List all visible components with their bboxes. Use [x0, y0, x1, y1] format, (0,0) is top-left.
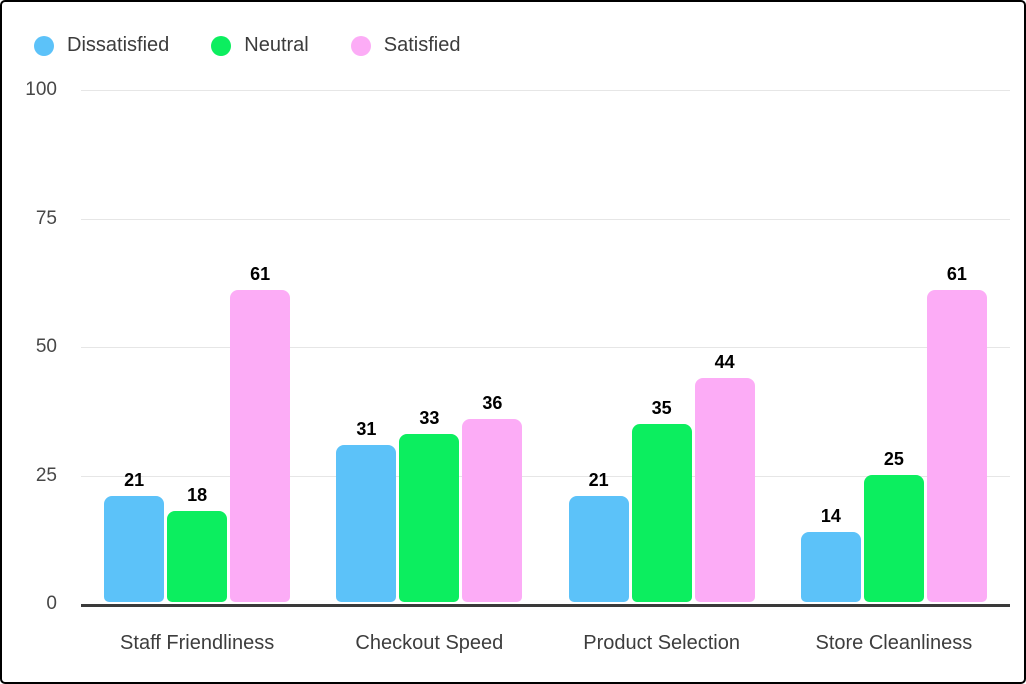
x-axis-labels: Staff Friendliness Checkout Speed Product … — [81, 631, 1010, 656]
x-category-label: Product Selection — [583, 632, 740, 654]
x-axis-line — [81, 604, 1010, 607]
bar-column: 21 — [104, 469, 165, 604]
legend-dot-neutral — [211, 35, 232, 56]
bar-group-2: 31 33 36 — [313, 90, 545, 604]
bar-value-label: 61 — [250, 264, 271, 284]
bar-value-label: 31 — [356, 419, 377, 439]
bar-value-label: 21 — [588, 470, 609, 490]
gridline-100 — [81, 90, 1010, 91]
bar-value-label: 33 — [419, 408, 440, 428]
bar-column: 14 — [800, 505, 861, 604]
bar-satisfied-staff-friendliness[interactable] — [230, 290, 291, 602]
y-tick-label-25: 25 — [35, 465, 57, 486]
bar-value-label: 44 — [714, 352, 735, 372]
gridline-50 — [81, 347, 1010, 348]
bar-column: 31 — [336, 418, 397, 604]
bar-neutral-product-selection[interactable] — [631, 424, 692, 602]
bar-group-1: 21 18 61 — [81, 90, 313, 604]
gridline-75 — [81, 219, 1010, 220]
bar-dissatisfied-store-cleanliness[interactable] — [800, 532, 861, 602]
bar-neutral-staff-friendliness[interactable] — [167, 511, 228, 602]
legend-item-satisfied[interactable]: Satisfied — [350, 34, 461, 57]
bar-satisfied-checkout-speed[interactable] — [462, 419, 523, 602]
bar-column: 21 — [568, 469, 629, 604]
gridline-25 — [81, 476, 1010, 477]
bar-column: 44 — [694, 351, 755, 604]
bar-group-4: 14 25 61 — [778, 90, 1010, 604]
bar-group-3: 21 35 44 — [546, 90, 778, 604]
plot-area: 21 18 61 31 33 36 21 35 44 14 25 61 — [81, 90, 1010, 604]
y-tick-label-75: 75 — [35, 208, 57, 229]
y-tick-label-50: 50 — [35, 336, 57, 357]
x-category-label: Store Cleanliness — [815, 632, 973, 654]
bar-column: 61 — [926, 263, 987, 604]
y-tick-label-0: 0 — [46, 593, 57, 614]
bar-column: 33 — [399, 407, 460, 604]
legend-label: Neutral — [244, 34, 309, 56]
bar-column: 18 — [167, 484, 228, 604]
legend-dot-dissatisfied — [34, 35, 54, 56]
bar-neutral-store-cleanliness[interactable] — [863, 475, 924, 602]
bar-column: 61 — [230, 263, 291, 604]
bar-column: 36 — [462, 392, 523, 604]
x-category-label: Checkout Speed — [355, 632, 504, 654]
chart-legend: Dissatisfied Neutral Satisfied — [34, 34, 460, 57]
y-tick-label-100: 100 — [25, 79, 57, 100]
bar-groups: 21 18 61 31 33 36 21 35 44 14 25 61 — [81, 90, 1010, 604]
bar-satisfied-store-cleanliness[interactable] — [926, 290, 987, 602]
bar-value-label: 18 — [187, 485, 208, 505]
y-axis: 0 25 50 75 100 — [2, 79, 57, 614]
bar-column: 25 — [863, 448, 924, 604]
legend-item-neutral[interactable]: Neutral — [211, 34, 309, 57]
bar-column: 35 — [631, 397, 692, 604]
x-category-label: Staff Friendliness — [120, 632, 275, 654]
bar-value-label: 35 — [651, 398, 672, 418]
bar-dissatisfied-staff-friendliness[interactable] — [104, 496, 165, 602]
bar-dissatisfied-product-selection[interactable] — [568, 496, 629, 602]
legend-label: Dissatisfied — [67, 34, 170, 56]
bar-value-label: 14 — [820, 506, 841, 526]
bar-neutral-checkout-speed[interactable] — [399, 434, 460, 602]
bar-value-label: 21 — [124, 470, 145, 490]
bar-value-label: 61 — [946, 264, 967, 284]
legend-item-dissatisfied[interactable]: Dissatisfied — [34, 34, 169, 57]
bar-dissatisfied-checkout-speed[interactable] — [336, 445, 397, 602]
legend-dot-satisfied — [350, 35, 371, 56]
bar-value-label: 36 — [482, 393, 503, 413]
bar-satisfied-product-selection[interactable] — [694, 378, 755, 602]
legend-label: Satisfied — [383, 34, 461, 56]
bar-value-label: 25 — [883, 449, 904, 469]
